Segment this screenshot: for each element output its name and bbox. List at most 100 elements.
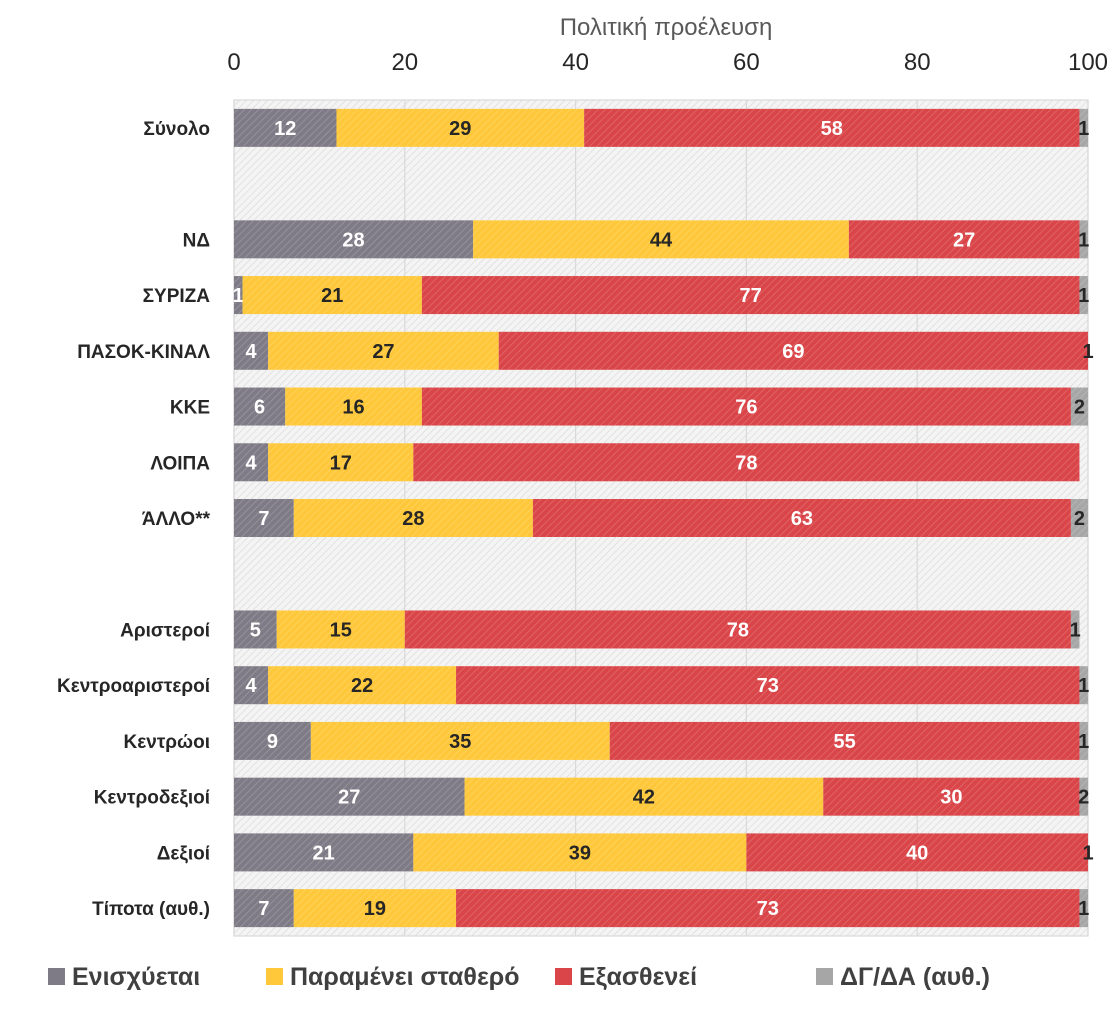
bar-segment-texture <box>234 889 294 928</box>
data-label: 55 <box>833 731 855 753</box>
data-label: 27 <box>372 341 394 363</box>
bar-segment-texture <box>234 777 465 816</box>
legend-label: Παραμένει σταθερό <box>290 963 520 991</box>
data-label: 4 <box>246 675 258 697</box>
data-label: 69 <box>782 341 804 363</box>
data-label: 40 <box>906 842 928 864</box>
data-label: 6 <box>254 397 265 419</box>
data-label: 1 <box>1078 898 1089 920</box>
bar-segment-texture <box>1079 666 1088 705</box>
data-label: 22 <box>351 675 373 697</box>
legend-swatch <box>555 968 572 985</box>
data-label: 1 <box>1078 285 1089 307</box>
data-label: 1 <box>1078 229 1089 251</box>
bar-segment-texture <box>456 666 1080 705</box>
legend-swatch <box>48 968 65 985</box>
bar-segment-texture <box>234 443 269 482</box>
bar-segment-texture <box>413 833 747 872</box>
data-label: 7 <box>258 898 269 920</box>
data-label: 2 <box>1078 787 1089 809</box>
bar-segment-texture <box>234 721 311 760</box>
bar-segment-texture <box>421 276 1080 315</box>
data-label: 9 <box>267 731 278 753</box>
bar-segment-texture <box>473 220 849 259</box>
category-label: Κεντροδεξιοί <box>94 788 210 809</box>
data-label: 1 <box>1078 731 1089 753</box>
category-label: Κεντρώοι <box>124 732 210 753</box>
bar-segment-texture <box>234 833 414 872</box>
x-axis-title: Πολιτική προέλευση <box>560 14 773 41</box>
data-label: 29 <box>449 118 471 140</box>
category-label: ΚΚΕ <box>170 398 210 419</box>
data-label: 28 <box>402 508 424 530</box>
bar-segment-texture <box>1070 387 1088 426</box>
data-label: 42 <box>633 787 655 809</box>
bar-segment-texture <box>268 443 414 482</box>
category-label: ΆΛΛΟ** <box>142 509 211 530</box>
data-label: 16 <box>342 397 364 419</box>
category-label: Δεξιοί <box>157 843 210 864</box>
bar-segment-texture <box>848 220 1080 259</box>
x-tick-label: 40 <box>562 49 589 76</box>
data-label: 39 <box>569 842 591 864</box>
bar-segment-texture <box>498 331 1088 370</box>
data-label: 1 <box>1078 675 1089 697</box>
bar-segment-texture <box>1070 610 1080 649</box>
x-tick-label: 80 <box>904 49 931 76</box>
data-label: 1 <box>233 285 244 307</box>
bar-segment-texture <box>584 108 1080 147</box>
data-label: 2 <box>1074 397 1085 419</box>
bar-segment-texture <box>746 833 1088 872</box>
bar-segment-texture <box>1079 108 1088 147</box>
bar-segment-texture <box>310 721 610 760</box>
legend-swatch <box>266 968 283 985</box>
bar-segment-texture <box>1079 721 1088 760</box>
bar-segment-texture <box>293 889 457 928</box>
bar-segment-texture <box>234 108 337 147</box>
data-label: 12 <box>274 118 296 140</box>
bar-segment-texture <box>234 666 269 705</box>
category-label: Τίποτα (αυθ.) <box>92 899 210 920</box>
bar-segment-texture <box>456 889 1080 928</box>
data-label: 27 <box>953 229 975 251</box>
category-label: Σύνολο <box>143 119 210 140</box>
legend-label: Εξασθενεί <box>579 963 697 991</box>
data-label: 30 <box>940 787 962 809</box>
bar-segment-texture <box>285 387 422 426</box>
data-label: 1 <box>1082 842 1093 864</box>
data-label: 1 <box>1082 341 1093 363</box>
data-label: 77 <box>740 285 762 307</box>
data-label: 4 <box>246 452 258 474</box>
bar-segment-texture <box>336 108 585 147</box>
data-label: 7 <box>258 508 269 530</box>
bar-segment-texture <box>268 331 499 370</box>
legend-label: ΔΓ/ΔΑ (αυθ.) <box>840 963 990 991</box>
data-label: 4 <box>246 341 258 363</box>
category-label: Κεντροαριστεροί <box>57 676 210 697</box>
x-tick-label: 100 <box>1068 49 1108 76</box>
bar-segment-texture <box>823 777 1080 816</box>
bar-segment-texture <box>293 499 533 537</box>
bar-segment-texture <box>1079 889 1088 928</box>
bar-segment-texture <box>234 331 269 370</box>
data-label: 27 <box>338 787 360 809</box>
bar-segment-texture <box>234 276 243 315</box>
bar-segment-texture <box>1079 276 1088 315</box>
legend-label: Ενισχύεται <box>72 963 200 991</box>
bar-segment-texture <box>1070 499 1088 537</box>
category-label: ΠΑΣΟΚ-ΚΙΝΑΛ <box>77 342 210 363</box>
category-label: Αριστεροί <box>120 620 210 641</box>
bar-segment-texture <box>1079 777 1088 816</box>
legend-swatch <box>816 968 833 985</box>
data-label: 73 <box>757 675 779 697</box>
data-label: 73 <box>757 898 779 920</box>
bar-segment-texture <box>421 387 1071 426</box>
bar-segment-texture <box>234 610 277 649</box>
bar-segment-texture <box>413 443 1080 482</box>
bar-segment-texture <box>404 610 1071 649</box>
bar-segment-texture <box>242 276 422 315</box>
bar-segment-texture <box>268 666 457 705</box>
bar-segment-texture <box>234 499 294 537</box>
